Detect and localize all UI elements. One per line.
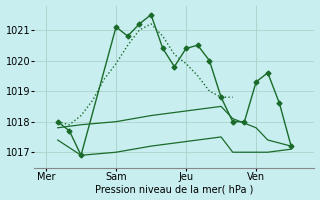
X-axis label: Pression niveau de la mer( hPa ): Pression niveau de la mer( hPa ) xyxy=(95,184,253,194)
